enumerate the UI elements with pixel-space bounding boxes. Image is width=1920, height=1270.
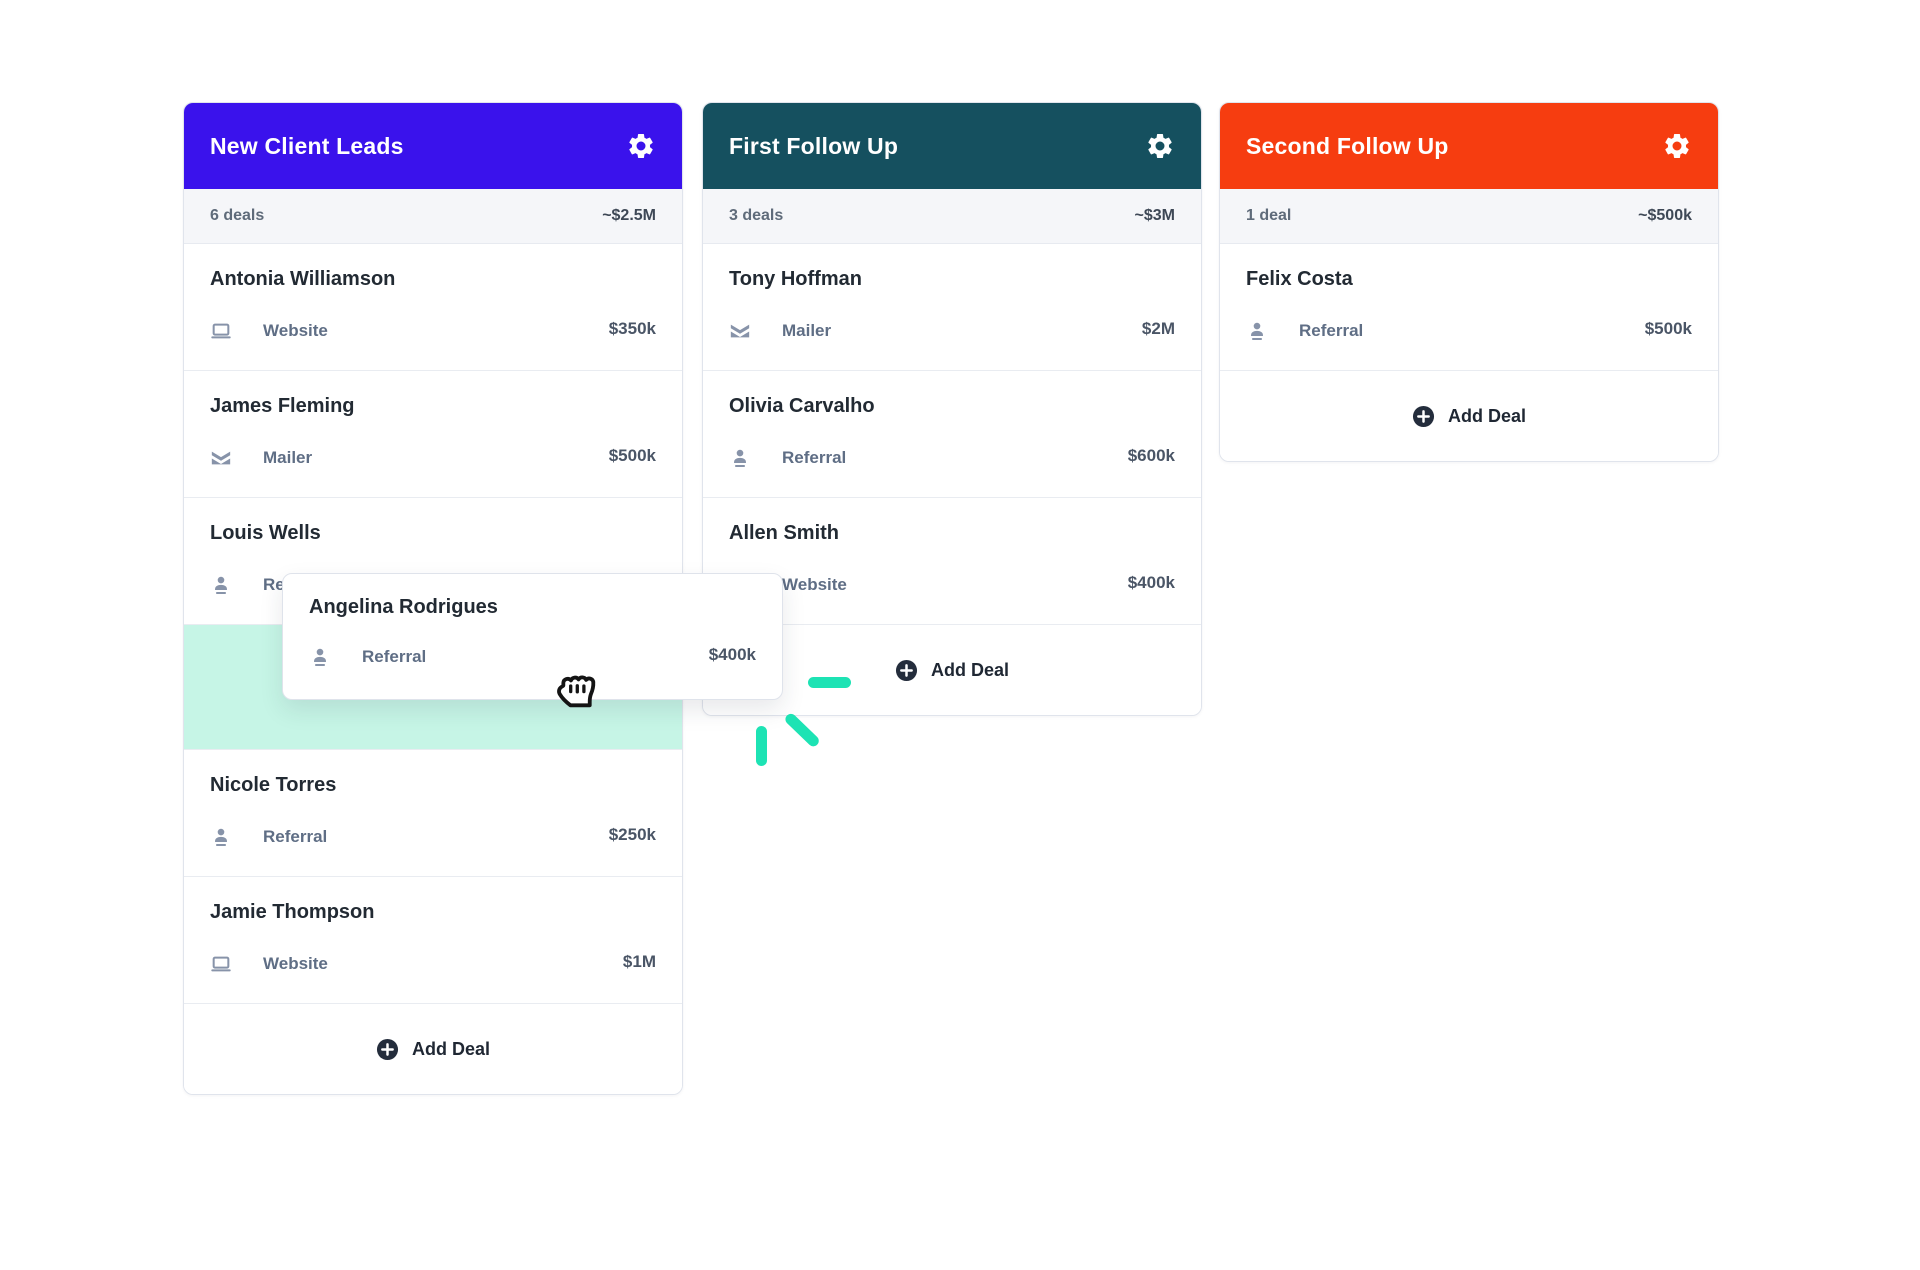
column-first-follow-up: First Follow Up 3 deals ~$3M Tony Hoffma… <box>702 102 1202 716</box>
column-title: Second Follow Up <box>1246 132 1449 159</box>
add-deal-label: Add Deal <box>1447 405 1526 426</box>
deal-card-james-fleming[interactable]: James Fleming Mailer $500k <box>184 371 682 498</box>
deal-value: $250k <box>608 825 656 844</box>
deal-source: Referral <box>263 827 328 846</box>
referral-icon <box>210 574 232 596</box>
deal-source: Referral <box>1299 321 1364 340</box>
add-deal-button[interactable]: Add Deal <box>1220 371 1718 461</box>
deal-name: James Fleming <box>210 395 355 417</box>
add-deal-button[interactable]: Add Deal <box>703 625 1201 715</box>
deal-card-allen-smith[interactable]: Allen Smith Website $400k <box>703 498 1201 625</box>
deal-name: Allen Smith <box>729 522 840 544</box>
referral-icon <box>210 826 232 848</box>
gear-icon[interactable] <box>626 131 656 161</box>
website-icon <box>210 320 232 342</box>
grabbing-hand-cursor <box>541 652 607 718</box>
deal-count: 1 deal <box>1246 207 1292 224</box>
deal-value: $500k <box>608 446 656 465</box>
column-second-follow-up: Second Follow Up 1 deal ~$500k Felix Cos… <box>1219 102 1719 462</box>
deal-total: ~$2.5M <box>602 207 656 224</box>
plus-circle-icon <box>1412 405 1435 428</box>
deal-total: ~$3M <box>1134 207 1175 224</box>
gear-icon[interactable] <box>1662 131 1692 161</box>
deal-source: Mailer <box>782 321 832 340</box>
plus-circle-icon <box>895 659 918 682</box>
deal-card-nicole-torres[interactable]: Nicole Torres Referral $250k <box>184 750 682 877</box>
mailer-icon <box>729 320 751 342</box>
deal-value: $2M <box>1141 319 1175 338</box>
column-title: New Client Leads <box>210 132 404 159</box>
deal-total: ~$500k <box>1638 207 1692 224</box>
deal-card-felix-costa[interactable]: Felix Costa Referral $500k <box>1220 244 1718 371</box>
deal-name: Nicole Torres <box>210 774 337 796</box>
column-header: New Client Leads <box>184 103 682 189</box>
dragged-deal-card-angelina-rodrigues[interactable]: Angelina Rodrigues Referral $400k <box>282 573 783 700</box>
deal-name: Antonia Williamson <box>210 268 396 290</box>
deal-value: $350k <box>608 319 656 338</box>
deal-name: Felix Costa <box>1246 268 1353 290</box>
deal-source: Referral <box>362 647 427 666</box>
click-burst-dash <box>756 726 767 766</box>
deal-count: 3 deals <box>729 207 784 224</box>
deal-source: Website <box>263 321 328 340</box>
referral-icon <box>729 447 751 469</box>
column-header: First Follow Up <box>703 103 1201 189</box>
deal-name: Angelina Rodrigues <box>309 596 498 618</box>
column-stats: 1 deal ~$500k <box>1220 189 1718 244</box>
plus-circle-icon <box>376 1038 399 1061</box>
add-deal-label: Add Deal <box>930 659 1009 680</box>
click-burst-dash <box>783 711 822 749</box>
deal-source: Website <box>782 575 847 594</box>
column-stats: 3 deals ~$3M <box>703 189 1201 244</box>
column-header: Second Follow Up <box>1220 103 1718 189</box>
deal-source: Website <box>263 954 328 973</box>
deal-card-antonia-williamson[interactable]: Antonia Williamson Website $350k <box>184 244 682 371</box>
deal-value: $400k <box>708 645 756 664</box>
column-title: First Follow Up <box>729 132 899 159</box>
deal-value: $600k <box>1127 446 1175 465</box>
deal-card-jamie-thompson[interactable]: Jamie Thompson Website $1M <box>184 877 682 1004</box>
deal-card-tony-hoffman[interactable]: Tony Hoffman Mailer $2M <box>703 244 1201 371</box>
click-burst-dash <box>808 677 851 688</box>
deal-name: Louis Wells <box>210 522 321 544</box>
deal-name: Jamie Thompson <box>210 901 375 923</box>
deal-value: $1M <box>622 952 656 971</box>
website-icon <box>210 953 232 975</box>
deal-source: Referral <box>782 448 847 467</box>
add-deal-label: Add Deal <box>411 1038 490 1059</box>
gear-icon[interactable] <box>1145 131 1175 161</box>
deal-value: $400k <box>1127 573 1175 592</box>
mailer-icon <box>210 447 232 469</box>
referral-icon <box>309 646 331 668</box>
referral-icon <box>1246 320 1268 342</box>
deal-source: Mailer <box>263 448 313 467</box>
deal-count: 6 deals <box>210 207 265 224</box>
deal-name: Tony Hoffman <box>729 268 862 290</box>
column-stats: 6 deals ~$2.5M <box>184 189 682 244</box>
deal-value: $500k <box>1644 319 1692 338</box>
deal-card-olivia-carvalho[interactable]: Olivia Carvalho Referral $600k <box>703 371 1201 498</box>
add-deal-button[interactable]: Add Deal <box>184 1004 682 1094</box>
deal-name: Olivia Carvalho <box>729 395 875 417</box>
